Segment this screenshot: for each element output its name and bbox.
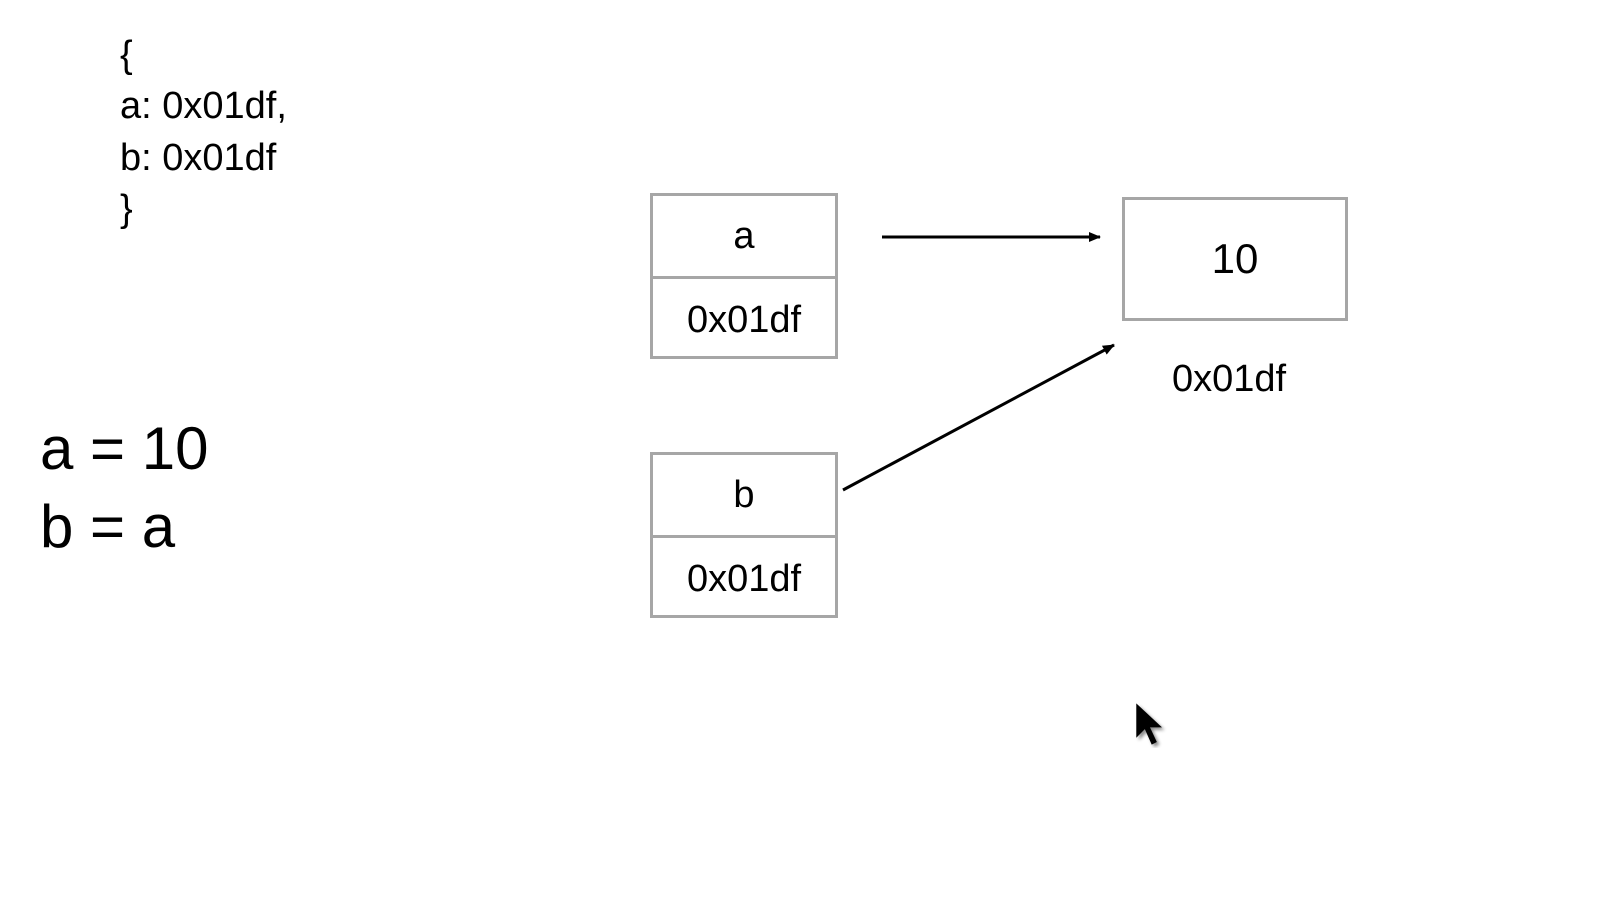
assign-line-2: b = a — [40, 488, 209, 566]
code-line-3: b: 0x01df — [120, 133, 287, 184]
variable-b-name: b — [653, 455, 835, 535]
assign-line-1: a = 10 — [40, 410, 209, 488]
variable-b-address: 0x01df — [653, 535, 835, 621]
cursor-icon — [1130, 700, 1170, 748]
arrow-b-to-value — [843, 345, 1114, 490]
variable-a-address: 0x01df — [653, 276, 835, 362]
variable-box-b: b 0x01df — [650, 452, 838, 618]
variable-box-a: a 0x01df — [650, 193, 838, 359]
code-line-1: { — [120, 30, 287, 81]
code-line-4: } — [120, 184, 287, 235]
variable-a-name: a — [653, 196, 835, 276]
assignment-block: a = 10 b = a — [40, 410, 209, 566]
code-block: { a: 0x01df, b: 0x01df } — [120, 30, 287, 235]
code-line-2: a: 0x01df, — [120, 81, 287, 132]
value-box: 10 — [1122, 197, 1348, 321]
value-label: 10 — [1212, 235, 1259, 283]
value-address-label: 0x01df — [1172, 358, 1286, 401]
